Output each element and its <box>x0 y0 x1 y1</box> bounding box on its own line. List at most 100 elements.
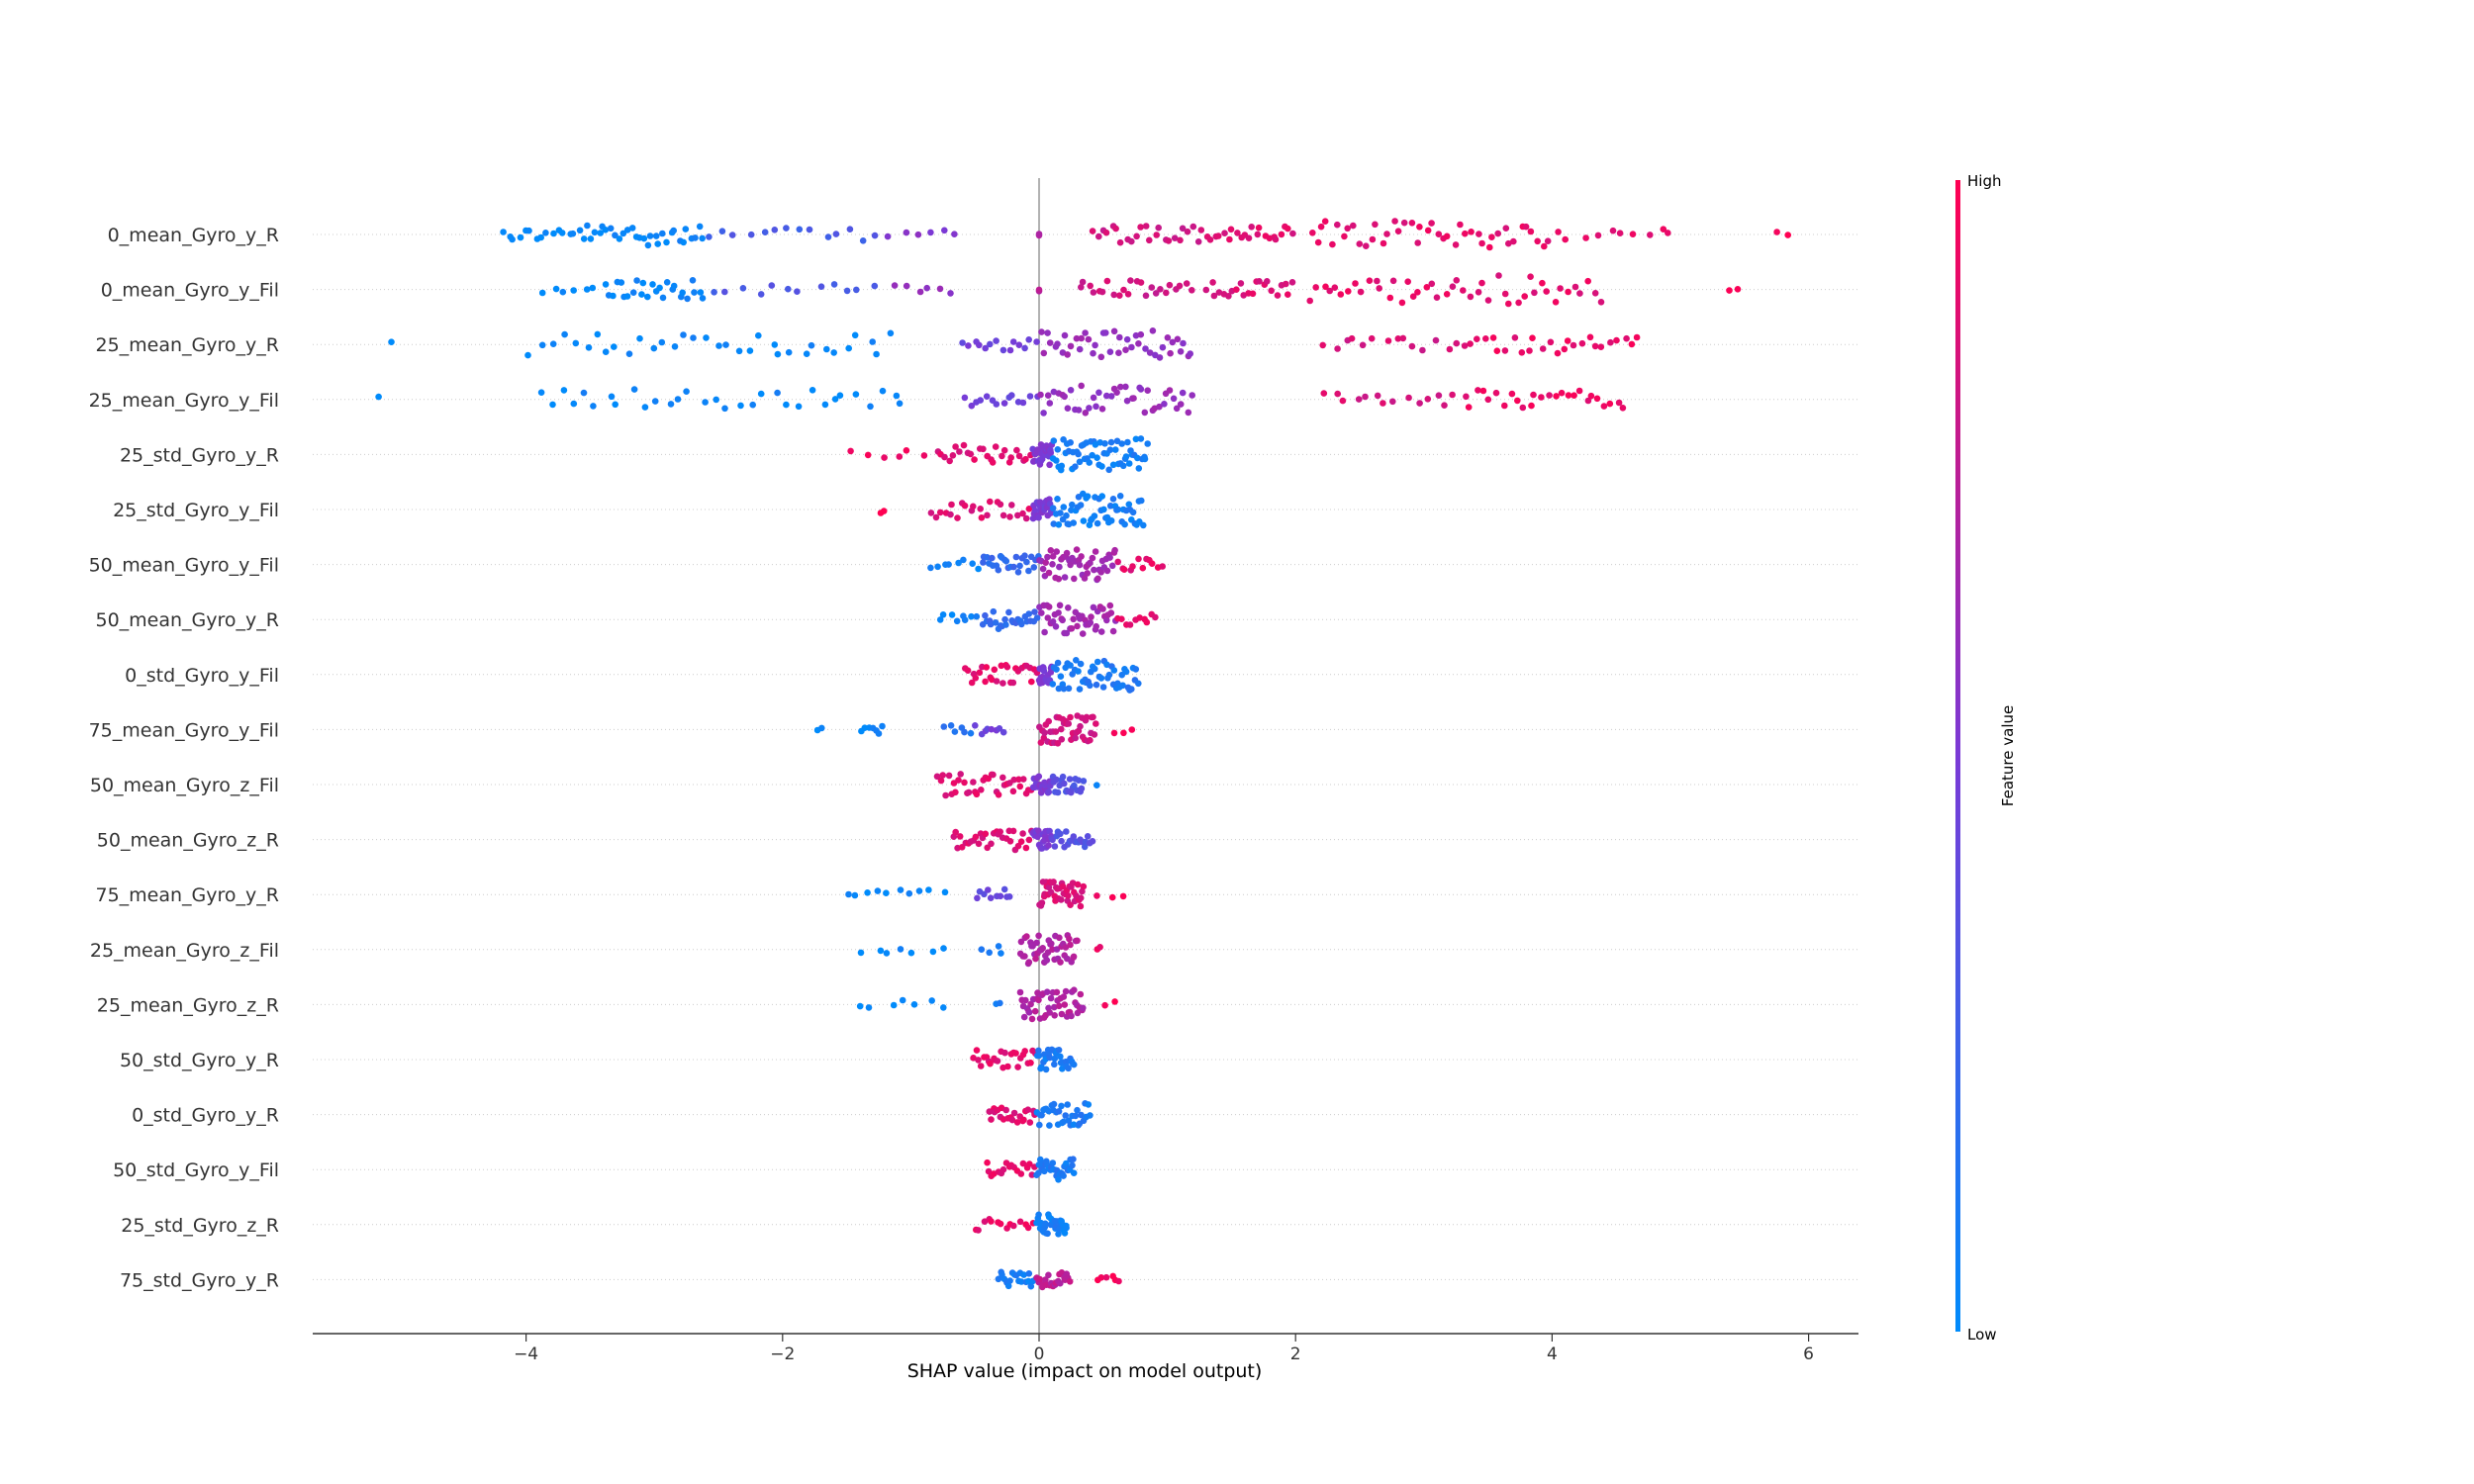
shap-point <box>1359 341 1367 349</box>
shap-point <box>739 285 747 292</box>
shap-point <box>560 387 568 394</box>
shap-point <box>1073 334 1081 342</box>
shap-point <box>990 771 997 779</box>
shap-point <box>948 611 956 618</box>
shap-point <box>1041 628 1048 636</box>
shap-point <box>1097 628 1105 635</box>
shap-point <box>1097 1274 1105 1281</box>
shap-point <box>1087 282 1094 290</box>
shap-point <box>1357 288 1365 296</box>
shap-point <box>947 510 954 518</box>
shap-point <box>680 238 687 246</box>
shap-point <box>594 330 602 338</box>
shap-point <box>867 403 874 411</box>
shap-point <box>986 1108 994 1115</box>
shap-point <box>1089 451 1095 459</box>
shap-point <box>1227 226 1235 233</box>
shap-point <box>1067 713 1074 721</box>
shap-point <box>670 282 678 290</box>
shap-point <box>1108 893 1116 901</box>
shap-point <box>1356 240 1364 247</box>
shap-point <box>517 233 524 241</box>
shap-point <box>1057 830 1064 838</box>
shap-point <box>1130 395 1137 402</box>
shap-point <box>692 234 699 241</box>
shap-point <box>1074 1106 1081 1114</box>
shap-point <box>1484 297 1492 304</box>
shap-point <box>1177 236 1184 244</box>
shap-point <box>949 452 957 459</box>
shap-point <box>1135 465 1143 472</box>
shap-point <box>1248 224 1255 231</box>
shap-point <box>1527 273 1534 281</box>
shap-point <box>1021 552 1028 559</box>
shap-point <box>656 284 663 292</box>
shap-point <box>1088 613 1094 620</box>
shap-point <box>1065 892 1072 899</box>
shap-point <box>879 722 886 730</box>
shap-point <box>663 279 671 286</box>
shap-point <box>591 229 599 236</box>
shap-point <box>1046 1122 1053 1129</box>
shap-point <box>1306 297 1313 305</box>
shap-point <box>897 946 904 953</box>
feature-label: 25_std_Gyro_y_R <box>120 444 279 466</box>
shap-point <box>1171 234 1179 241</box>
shap-point <box>1461 342 1469 349</box>
shap-point <box>1065 1065 1072 1072</box>
shap-point <box>883 889 890 896</box>
shap-point <box>1140 521 1147 529</box>
shap-point <box>1616 230 1624 236</box>
shap-point <box>1493 347 1501 355</box>
shap-point <box>960 441 968 449</box>
shap-point <box>757 390 765 398</box>
shap-point <box>1053 548 1060 555</box>
shap-point <box>846 226 854 232</box>
shap-point <box>1040 349 1048 357</box>
shap-point <box>1352 280 1359 287</box>
shap-point <box>1069 1161 1076 1169</box>
shap-point <box>987 1060 994 1067</box>
shap-point <box>761 229 769 235</box>
shap-point <box>1576 290 1583 297</box>
shap-point <box>1597 343 1605 351</box>
shap-point <box>644 293 651 301</box>
shap-point <box>1384 337 1392 344</box>
shap-point <box>984 1159 991 1166</box>
shap-point <box>1389 398 1396 406</box>
shap-point <box>1488 233 1495 240</box>
shap-point <box>1080 1004 1087 1012</box>
shap-point <box>836 392 844 400</box>
shap-point <box>960 556 967 564</box>
shap-point <box>1078 553 1085 560</box>
shap-point <box>1148 560 1156 567</box>
shap-point <box>936 616 944 623</box>
shap-point <box>735 347 743 355</box>
shap-point <box>1007 454 1014 461</box>
shap-point <box>1070 519 1077 526</box>
shap-point <box>1020 1271 1027 1278</box>
shap-point <box>1071 782 1078 789</box>
shap-point <box>953 617 961 625</box>
shap-point <box>1041 1167 1048 1175</box>
shap-point <box>1416 224 1423 231</box>
shap-point <box>1012 1050 1019 1057</box>
shap-point <box>925 886 932 893</box>
shap-point <box>737 402 744 410</box>
shap-point <box>940 723 948 730</box>
shap-point <box>1058 725 1065 733</box>
shap-point <box>1051 843 1059 850</box>
shap-point <box>1035 996 1042 1004</box>
shap-point <box>1518 349 1526 356</box>
shap-point <box>1137 279 1145 286</box>
shap-point <box>1067 387 1075 394</box>
shap-point <box>1156 403 1163 411</box>
shap-point <box>1225 293 1232 300</box>
shap-point <box>1127 277 1134 284</box>
shap-point <box>1383 231 1390 237</box>
shap-point <box>1079 630 1087 637</box>
shap-point <box>1078 785 1086 792</box>
shap-point <box>1505 239 1512 247</box>
shap-point <box>1009 679 1017 687</box>
shap-point <box>1153 232 1160 238</box>
